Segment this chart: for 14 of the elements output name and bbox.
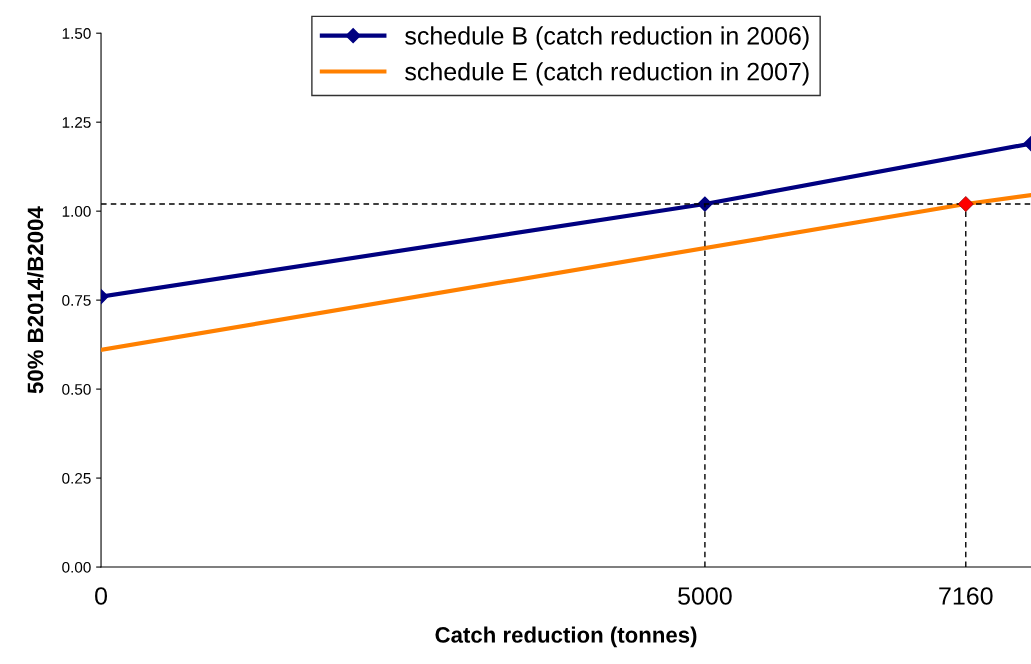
y-axis-title: 50% B2014/B2004 xyxy=(26,206,44,394)
legend-label: schedule B (catch reduction in 2006) xyxy=(405,26,809,50)
y-tick-label: 1.00 xyxy=(62,206,91,217)
legend-label: schedule E (catch reduction in 2007) xyxy=(405,62,809,86)
y-tick-label: 0.25 xyxy=(62,472,91,484)
x-tick-label: 5000 xyxy=(678,587,732,605)
x-tick-label: 0 xyxy=(95,587,108,605)
y-tick-label: 1.25 xyxy=(62,117,91,128)
y-tick-label: 0.75 xyxy=(62,295,91,306)
x-tick-label: 7160 xyxy=(939,587,993,605)
y-tick-label: 0.00 xyxy=(62,561,91,573)
y-tick-label: 0.50 xyxy=(62,383,91,395)
x-axis-title: Catch reduction (tonnes) xyxy=(435,626,697,648)
y-tick-label: 1.50 xyxy=(62,28,91,39)
